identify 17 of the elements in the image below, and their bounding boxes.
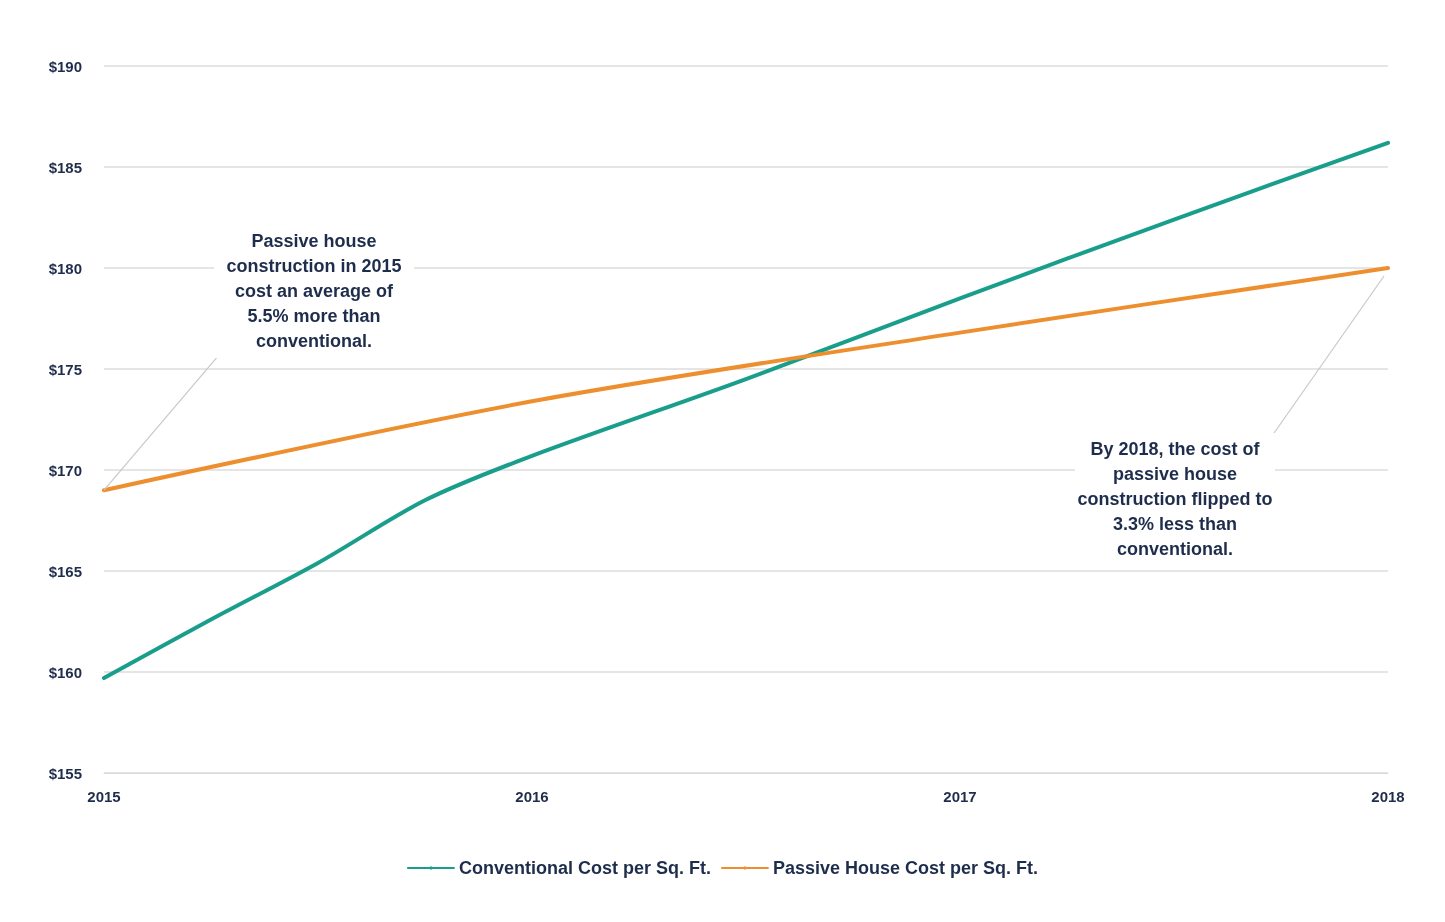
y-tick-label: $175 <box>48 360 82 378</box>
x-tick-label: 2016 <box>515 788 549 805</box>
line-series <box>102 140 1390 681</box>
legend-label: Conventional Cost per Sq. Ft. <box>458 858 711 878</box>
y-tick-label: $165 <box>48 562 82 580</box>
y-tick-label: $155 <box>48 764 82 782</box>
y-tick-label: $180 <box>48 259 82 277</box>
x-tick-label: 2015 <box>87 788 121 805</box>
annotation: Passive house construction in 2015 cost an average of 5.5% more than conventional. <box>214 225 414 359</box>
x-tick-label: 2018 <box>1371 788 1405 805</box>
annotation: By 2018, the cost of passive house construction flipped to 3.3% less than conventional. <box>1075 433 1275 566</box>
y-tick-label: $190 <box>48 57 82 75</box>
legend-label: Passive House Cost per Sq. Ft. <box>772 858 1039 878</box>
x-tick-label: 2017 <box>943 788 977 805</box>
y-tick-label: $170 <box>48 461 82 479</box>
y-tick-label: $160 <box>48 663 82 681</box>
y-tick-label: $185 <box>48 158 82 176</box>
